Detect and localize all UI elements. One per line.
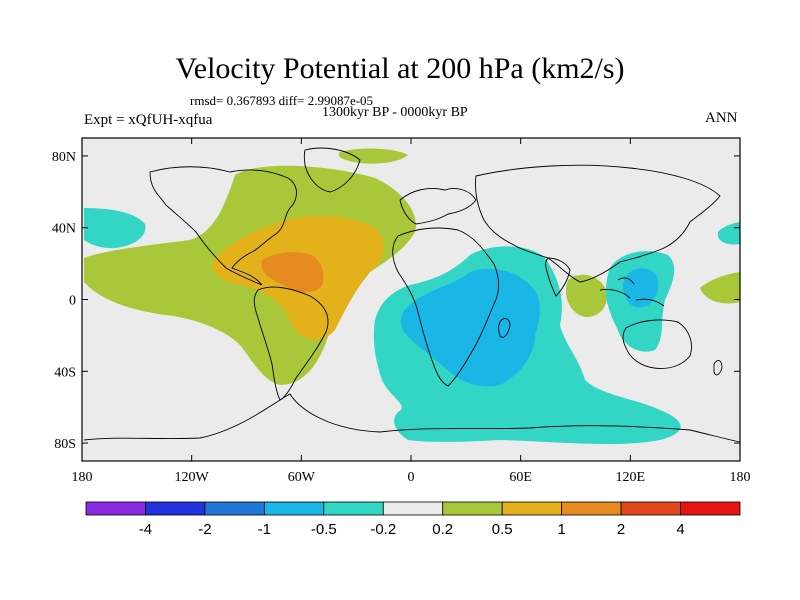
positive-anomaly-pacific xyxy=(700,272,740,304)
coast-europe xyxy=(399,188,477,225)
colorbar-label: -0.5 xyxy=(311,521,337,538)
colorbar-swatch xyxy=(620,501,681,516)
y-tick-label: 40N xyxy=(52,222,76,237)
colorbar-label: 1 xyxy=(557,521,565,538)
coast-south-america xyxy=(253,286,329,401)
x-tick-label: 120W xyxy=(175,470,210,485)
coast-india xyxy=(545,257,571,297)
negative-anomaly-north-pacific-west xyxy=(84,208,146,249)
positive-anomaly-greenland xyxy=(338,148,408,164)
colorbar-label: 2 xyxy=(617,521,625,538)
stats-text: rmsd= 0.367893 diff= 2.99087e-05 xyxy=(190,93,374,108)
coast-australia xyxy=(622,319,692,369)
colorbar-label: 0.2 xyxy=(432,521,453,538)
coast-maritime-islands xyxy=(599,277,665,307)
x-tick-label: 120E xyxy=(616,470,646,485)
positive-anomaly-peak xyxy=(261,252,324,293)
coast-asia xyxy=(475,164,721,283)
colorbar-label: -4 xyxy=(139,521,152,538)
colorbar-swatch xyxy=(382,501,444,516)
x-tick-label: 60W xyxy=(288,470,316,485)
experiment-label: Expt = xQfUH-xqfua xyxy=(84,112,213,128)
season-label: ANN xyxy=(705,110,738,126)
colorbar-label: -2 xyxy=(198,521,211,538)
colorbar-swatch xyxy=(323,501,384,516)
colorbar-swatch xyxy=(263,501,325,516)
coast-north-america xyxy=(149,166,297,286)
positive-anomaly-indian-ocean xyxy=(565,274,607,318)
y-axis: 80N 40N 0 40S 80S xyxy=(52,150,740,452)
period-text: 1300kyr BP - 0000kyr BP xyxy=(322,105,468,120)
coast-greenland xyxy=(303,147,361,193)
colorbar-swatch xyxy=(145,501,206,516)
negative-anomaly-core xyxy=(400,268,540,387)
colorbar: -4 -2 -1 -0.5 -0.2 0.2 0.5 1 2 4 xyxy=(85,501,741,538)
coast-madagascar xyxy=(498,318,511,338)
colorbar-label: -0.2 xyxy=(370,521,396,538)
y-tick-label: 80S xyxy=(54,437,76,452)
colorbar-label: 0.5 xyxy=(492,521,513,538)
y-tick-label: 80N xyxy=(52,150,76,165)
coast-antarctica xyxy=(83,393,740,443)
colorbar-swatch xyxy=(501,501,563,516)
coastlines xyxy=(83,147,740,443)
y-tick-label: 40S xyxy=(54,365,76,380)
x-tick-label: 180 xyxy=(72,470,93,485)
x-tick-label: 60E xyxy=(509,470,532,485)
colorbar-label: 4 xyxy=(676,521,684,538)
x-axis: 180 120W 60W 0 60E 120E 180 xyxy=(72,138,751,485)
x-tick-label: 180 xyxy=(730,470,751,485)
colorbar-swatch xyxy=(204,501,265,516)
colorbar-swatch xyxy=(442,501,503,516)
y-tick-label: 0 xyxy=(69,294,76,309)
negative-anomaly-maritime-core xyxy=(622,268,659,308)
x-tick-label: 0 xyxy=(408,470,415,485)
colorbar-swatch xyxy=(680,501,741,516)
colorbar-swatch xyxy=(85,501,146,516)
chart-title: Velocity Potential at 200 hPa (km2/s) xyxy=(175,52,625,85)
colorbar-swatch xyxy=(561,501,622,516)
coast-new-zealand xyxy=(713,360,723,376)
colorbar-label: -1 xyxy=(258,521,271,538)
coast-africa xyxy=(392,227,499,387)
